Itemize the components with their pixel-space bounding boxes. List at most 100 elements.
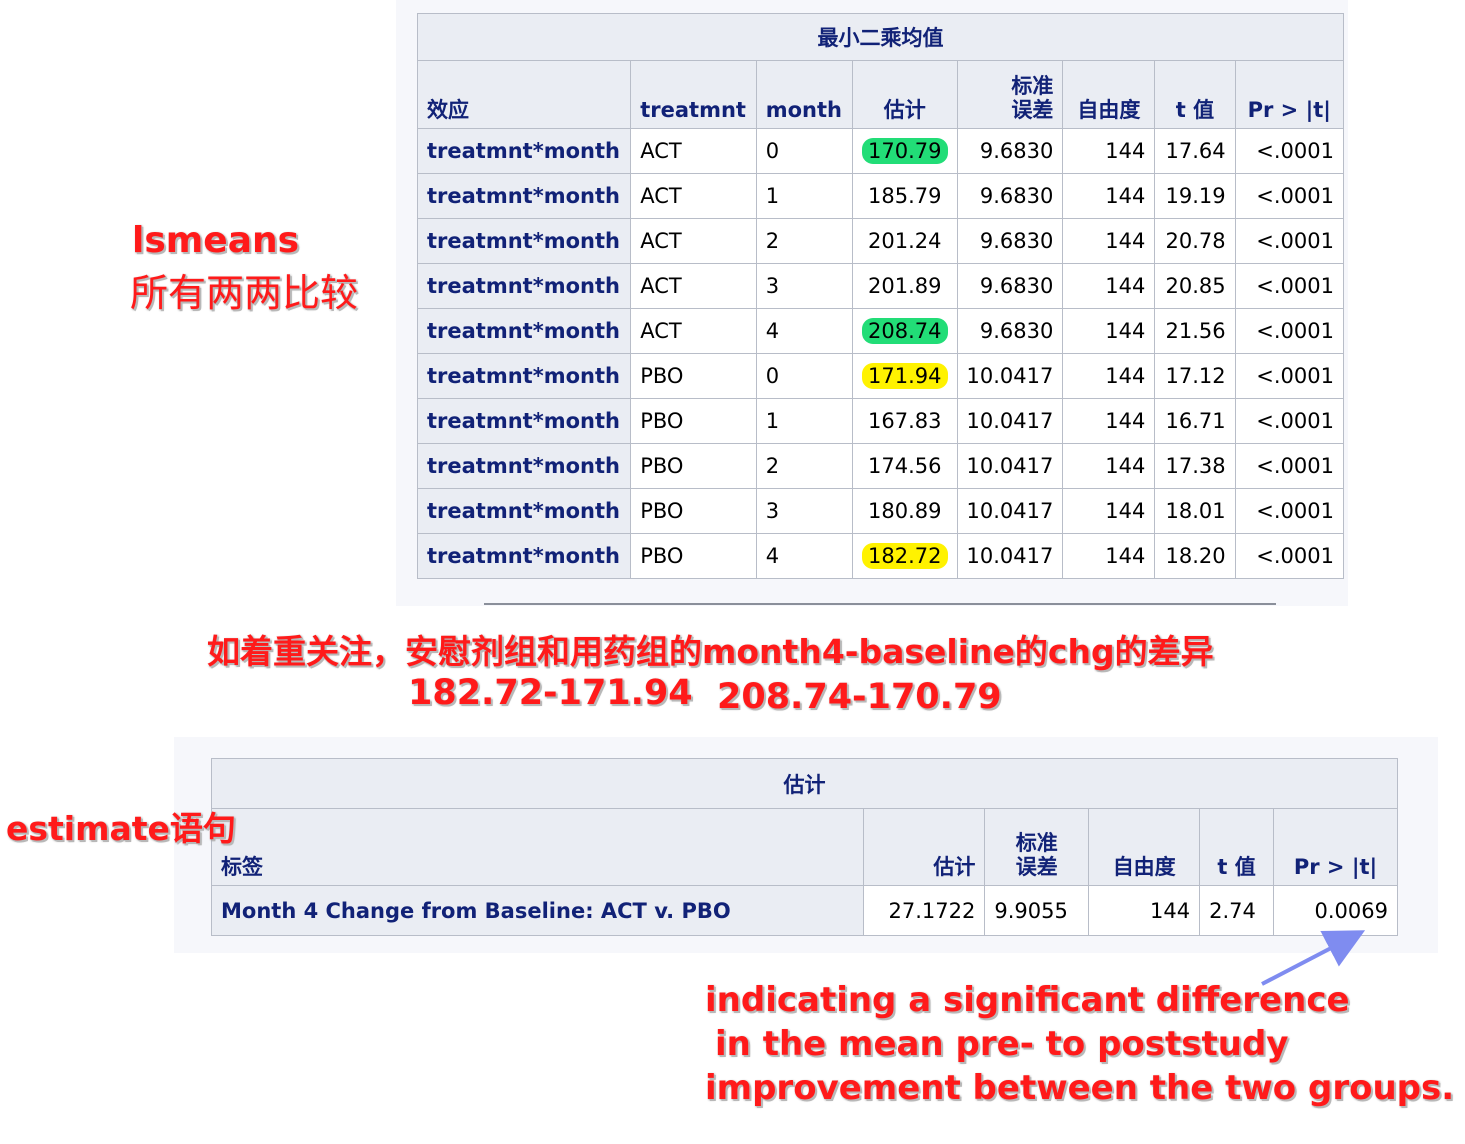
cell-pvalue: <.0001 [1234,353,1345,399]
cell-estimate: 170.79 [852,128,958,174]
col-header-df: 自由度 [1088,808,1201,886]
table-row: Month 4 Change from Baseline: ACT v. PBO… [210,885,1398,936]
table-row: treatmnt*month ACT 1 185.79 9.6830 144 19.19 <.… [416,173,1345,219]
table-row: treatmnt*month PBO 3 180.89 10.0417 144 18.01 <… [416,488,1345,534]
estimate-table: 估计 标签 估计 标准 误差 自由度 t 值 Pr > |t| Month 4 C… [210,758,1398,936]
stderr-line2: 误差 [1015,855,1058,879]
calc-active: 208.74-170.79 [717,677,1002,717]
stderr-line1: 标准 [1011,74,1054,98]
cell-stderr: 9.6830 [956,308,1064,354]
cell-estimate: 174.56 [852,443,958,489]
cell-treatmnt: PBO [630,443,757,489]
cell-df: 144 [1062,263,1156,309]
cell-month: 0 [755,353,854,399]
cell-stderr: 10.0417 [956,353,1064,399]
col-header-stderr: 标准 误差 [956,60,1064,129]
calc-placebo: 182.72-171.94 [408,673,693,713]
col-header-treatmnt: treatmnt [630,60,757,129]
cell-pvalue: <.0001 [1234,488,1345,534]
estimate-annotation: estimate语句 [6,809,236,848]
cell-effect: treatmnt*month [416,398,632,444]
cell-pvalue: <.0001 [1234,308,1345,354]
lsmeans-table: 最小二乘均值 效应 treatmnt month 估计 标准 误差 自由度 t 值… [416,13,1345,579]
estimate-value: 208.74 [862,318,948,344]
table-row: treatmnt*month ACT 4 208.74 9.6830 144 21.56 <.… [416,308,1345,354]
cell-estimate: 182.72 [852,533,958,579]
cell-month: 4 [755,533,854,579]
col-header-label: 标签 [210,808,865,886]
cell-treatmnt: ACT [630,128,757,174]
cell-stderr: 9.6830 [956,128,1064,174]
cell-tvalue: 17.64 [1154,128,1236,174]
cell-estimate: 185.79 [852,173,958,219]
cell-df: 144 [1062,173,1156,219]
cell-month: 1 [755,173,854,219]
cell-pvalue: <.0001 [1234,398,1345,444]
conclusion-line3: improvement between the two groups. [705,1068,1455,1108]
focus-note: 如着重关注，安慰剂组和用药组的month4-baseline的chg的差异 [207,632,1214,671]
col-header-stderr: 标准 误差 [984,808,1090,886]
estimate-value: 167.83 [868,409,942,433]
col-header-estimate: 估计 [852,60,958,129]
col-header-estimate: 估计 [863,808,986,886]
cell-month: 3 [755,488,854,534]
lsmeans-annotation-title: lsmeans [132,220,300,261]
cell-stderr: 10.0417 [956,533,1064,579]
cell-df: 144 [1088,885,1201,936]
cell-tvalue: 19.19 [1154,173,1236,219]
cell-estimate: 208.74 [852,308,958,354]
col-header-month: month [755,60,854,129]
col-header-tvalue: t 值 [1154,60,1236,129]
table-row: treatmnt*month PBO 2 174.56 10.0417 144 17.38 <… [416,443,1345,489]
cell-month: 3 [755,263,854,309]
cell-treatmnt: PBO [630,533,757,579]
cell-stderr: 10.0417 [956,443,1064,489]
cell-treatmnt: ACT [630,308,757,354]
cell-df: 144 [1062,533,1156,579]
estimate-value: 171.94 [862,363,948,389]
cell-month: 0 [755,128,854,174]
cell-effect: treatmnt*month [416,218,632,264]
divider-line [484,603,1276,605]
lsmeans-body: treatmnt*month ACT 0 170.79 9.6830 144 17.64 <.… [416,128,1345,579]
col-header-pvalue: Pr > |t| [1234,60,1345,129]
table-row: treatmnt*month ACT 3 201.89 9.6830 144 20.85 <.… [416,263,1345,309]
conclusion-line1: indicating a significant difference [705,980,1350,1020]
stderr-line2: 误差 [1011,98,1054,122]
cell-effect: treatmnt*month [416,308,632,354]
cell-df: 144 [1062,353,1156,399]
table-row: treatmnt*month PBO 1 167.83 10.0417 144 16.71 <… [416,398,1345,444]
cell-pvalue: <.0001 [1234,173,1345,219]
estimate-value: 174.56 [868,454,942,478]
cell-df: 144 [1062,308,1156,354]
cell-effect: treatmnt*month [416,128,632,174]
estimate-value: 180.89 [868,499,942,523]
cell-df: 144 [1062,398,1156,444]
cell-month: 4 [755,308,854,354]
col-header-effect: 效应 [416,60,632,129]
row-label: Month 4 Change from Baseline: ACT v. PBO [210,885,865,936]
estimate-value: 201.89 [868,274,942,298]
cell-tvalue: 17.38 [1154,443,1236,489]
cell-tvalue: 16.71 [1154,398,1236,444]
cell-estimate: 171.94 [852,353,958,399]
cell-stderr: 9.6830 [956,173,1064,219]
cell-treatmnt: PBO [630,398,757,444]
cell-df: 144 [1062,488,1156,534]
cell-effect: treatmnt*month [416,263,632,309]
cell-df: 144 [1062,218,1156,264]
estimate-caption: 估计 [211,758,1398,809]
cell-tvalue: 20.85 [1154,263,1236,309]
cell-tvalue: 18.01 [1154,488,1236,534]
cell-estimate: 27.1722 [863,885,986,936]
cell-effect: treatmnt*month [416,488,632,534]
cell-month: 2 [755,443,854,489]
cell-pvalue: <.0001 [1234,443,1345,489]
estimate-value: 170.79 [862,138,948,164]
table-row: treatmnt*month ACT 2 201.24 9.6830 144 20.78 <.… [416,218,1345,264]
lsmeans-caption: 最小二乘均值 [417,13,1344,61]
cell-estimate: 201.89 [852,263,958,309]
cell-tvalue: 17.12 [1154,353,1236,399]
cell-pvalue: <.0001 [1234,128,1345,174]
col-header-tvalue: t 值 [1199,808,1275,886]
